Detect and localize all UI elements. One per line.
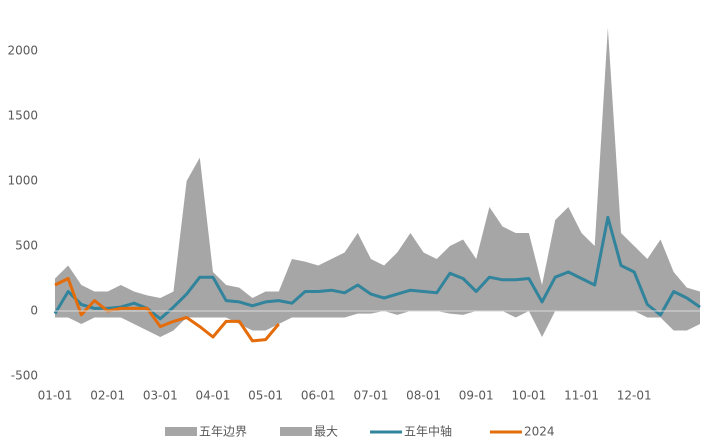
legend-label: 五年中轴 — [404, 424, 452, 439]
x-tick-label: 01-01 — [38, 389, 73, 403]
legend-swatch — [280, 427, 312, 436]
y-tick-label: 1000 — [7, 174, 38, 188]
line — [54, 277, 280, 343]
line — [53, 215, 701, 321]
x-tick-label: 03-01 — [143, 389, 178, 403]
x-tick-label: 06-01 — [301, 389, 336, 403]
x-tick-label: 04-01 — [196, 389, 231, 403]
legend-label: 五年边界 — [199, 425, 247, 439]
x-tick-label: 08-01 — [406, 389, 441, 403]
y-tick-label: 1500 — [7, 109, 38, 123]
x-tick-label: 07-01 — [353, 389, 388, 403]
x-tick-label: 02-01 — [90, 389, 125, 403]
area — [55, 27, 700, 311]
x-tick-label: 10-01 — [511, 389, 546, 403]
y-tick-label: -500 — [11, 369, 38, 383]
legend-swatch — [165, 427, 197, 436]
x-tick-label: 09-01 — [459, 389, 494, 403]
legend-label: 最大 — [314, 425, 338, 439]
x-tick-label: 12-01 — [617, 389, 652, 403]
x-tick-label: 11-01 — [564, 389, 599, 403]
area — [55, 311, 700, 337]
y-tick-label: 2000 — [7, 44, 38, 58]
legend-label: 2024 — [524, 425, 555, 439]
y-tick-label: 500 — [15, 239, 38, 253]
x-tick-label: 05-01 — [248, 389, 283, 403]
y-tick-label: 0 — [30, 304, 38, 318]
